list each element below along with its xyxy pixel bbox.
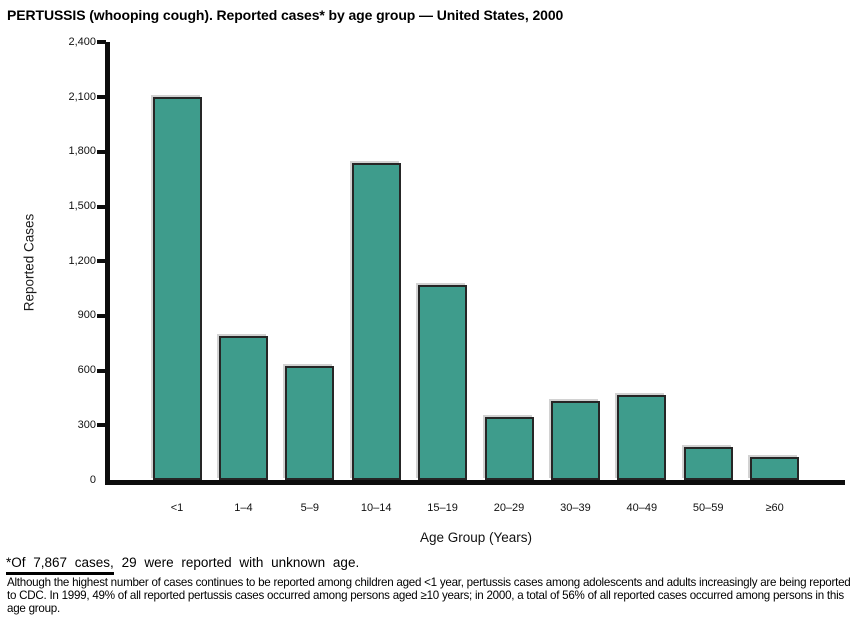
x-category-label: 40–49 [626,502,658,514]
footnote-underlined-text: *Of 7,867 cases, [6,555,114,575]
bar-15–19 [418,284,468,480]
bar-1–4 [218,335,268,480]
x-category-label: 20–29 [493,502,525,514]
footnote-paragraph: Although the highest number of cases con… [7,576,851,616]
footnote-unknown-age: *Of 7,867 cases, 29 were reported with u… [6,555,359,575]
y-tick-mark [97,313,106,318]
y-tick-mark [97,40,106,45]
x-axis-line [105,480,845,485]
y-tick-label: 600 [77,364,96,377]
y-tick-mark [97,95,106,100]
y-tick-label: 2,400 [68,35,96,48]
footnote-rest-text: 29 were reported with unknown age. [113,555,360,570]
y-tick-label: 1,200 [68,254,96,267]
x-category-label: 30–39 [560,502,591,514]
bar-20–29 [484,417,534,480]
x-category-label: 15–19 [427,502,458,514]
bar-<1 [152,97,202,480]
bar-50–59 [683,447,733,480]
y-tick-mark [97,149,106,154]
x-category-label: 10–14 [360,502,392,514]
y-tick-label: 1,500 [68,200,96,212]
y-tick-label: 0 [89,473,96,486]
bar-40–49 [617,395,667,480]
bar-10–14 [351,162,401,480]
bar-5–9 [285,366,335,480]
y-tick-mark [97,368,106,373]
bar-30–39 [550,400,600,480]
chart-title: PERTUSSIS (whooping cough). Reported cas… [7,7,564,23]
y-tick-label: 1,800 [68,145,96,158]
y-tick-mark [97,259,106,264]
x-category-label: ≥60 [765,502,784,514]
x-category-label: 5–9 [300,502,319,514]
y-tick-mark [97,423,106,428]
y-tick-mark [97,204,106,209]
bar-≥60 [750,457,800,480]
y-tick-label: 300 [77,418,96,431]
y-tick-label: 900 [77,309,96,322]
y-axis-line [105,42,110,485]
x-category-label: <1 [170,502,184,514]
x-axis-title: Age Group (Years) [419,530,533,545]
y-tick-label: 2,100 [68,90,96,103]
x-category-label: 50–59 [692,502,724,514]
x-category-label: 1–4 [234,502,253,514]
y-axis-title: Reported Cases [21,213,37,312]
